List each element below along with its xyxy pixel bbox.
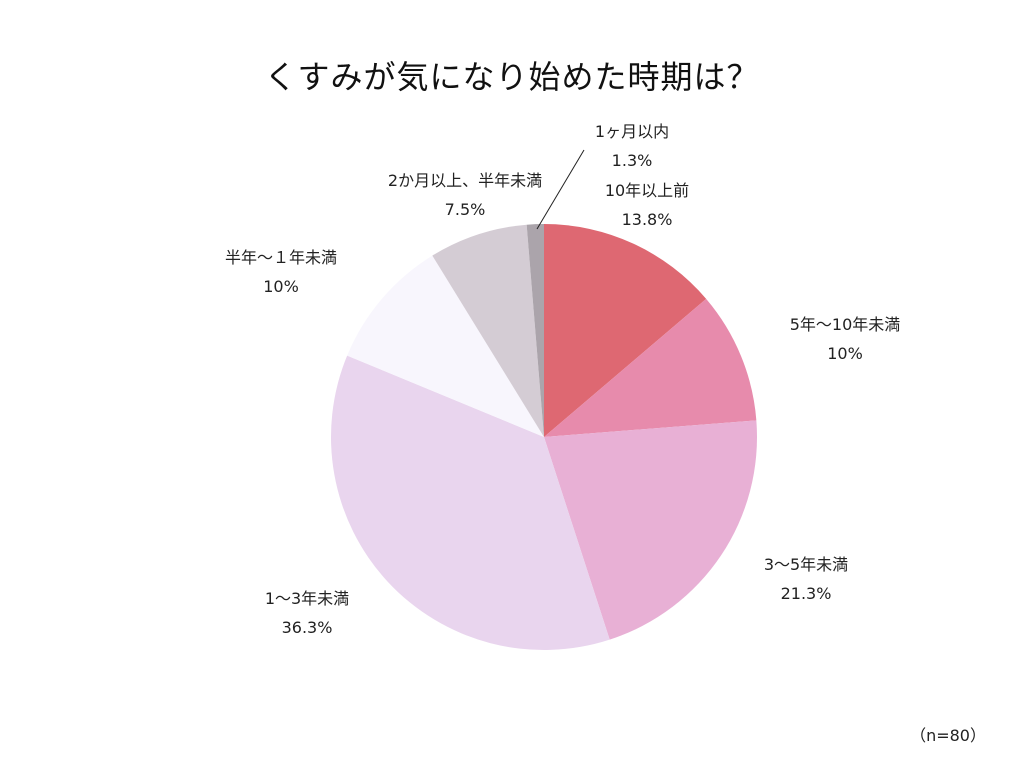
slice-label-text: 2か月以上、半年未満: [387, 171, 543, 190]
slice-value-text: 36.3%: [281, 618, 333, 637]
slice-value-text: 21.3%: [780, 584, 832, 603]
slice-value-text: 1.3%: [611, 151, 653, 170]
pie-slice-2: [544, 298, 757, 437]
sample-size-note: （n=80）: [910, 726, 986, 745]
pie-slice-4: [330, 355, 610, 651]
slice-label-text: 10年以上前: [604, 181, 690, 200]
pie-slice-5: [347, 255, 544, 437]
label-3-to-5-years: 3〜5年未満 21.3%: [746, 550, 866, 608]
slice-label-text: 3〜5年未満: [763, 555, 849, 574]
label-2-months-to-half-year: 2か月以上、半年未満 7.5%: [355, 166, 575, 224]
chart-title: くすみが気になり始めた時期は？: [264, 58, 760, 96]
slice-label-text: 1〜3年未満: [264, 589, 350, 608]
label-5-to-10-years: 5年〜10年未満 10%: [770, 310, 920, 368]
slice-label-text: 5年〜10年未満: [789, 315, 901, 334]
slice-label-text: 半年〜１年未満: [224, 248, 337, 267]
slice-value-text: 7.5%: [444, 200, 486, 219]
label-1-to-3-years: 1〜3年未満 36.3%: [247, 584, 367, 642]
pie-slice-3: [544, 420, 758, 640]
slice-value-text: 10%: [827, 344, 863, 363]
label-half-year-to-1-year: 半年〜１年未満 10%: [201, 243, 361, 301]
pie-slice-1: [544, 224, 707, 437]
slice-label-text: 1ヶ月以内: [594, 122, 670, 141]
pie-slice-7: [526, 224, 544, 437]
slice-value-text: 13.8%: [621, 210, 673, 229]
leader-line-1-month: [536, 149, 585, 230]
pie-slice-6: [432, 224, 544, 437]
slice-value-text: 10%: [263, 277, 299, 296]
label-within-1-month: 1ヶ月以内 1.3%: [562, 117, 702, 175]
pie-slices: [330, 224, 758, 651]
label-10-years-or-more: 10年以上前 13.8%: [587, 176, 707, 234]
